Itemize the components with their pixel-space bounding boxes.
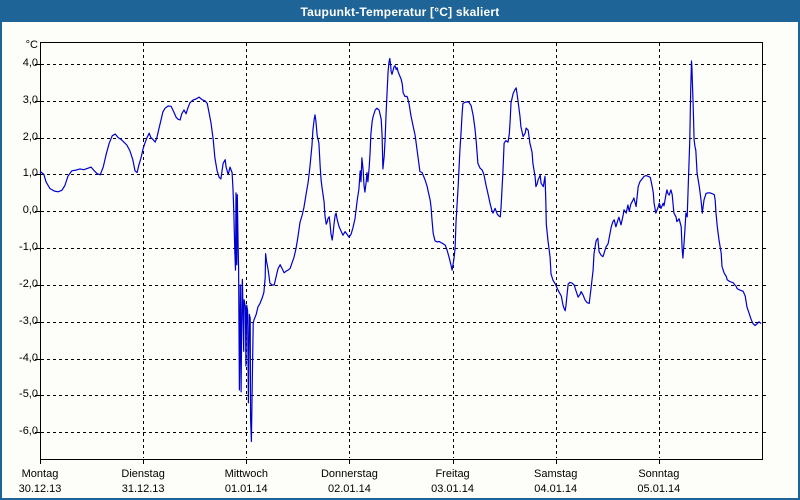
y-tick-label: -6,0 — [19, 425, 38, 438]
y-tick-label: 1,0 — [22, 167, 38, 180]
y-tick-label: 2,0 — [22, 130, 38, 143]
x-day-label: Mittwoch — [224, 468, 268, 480]
title-bar: Taupunkt-Temperatur [°C] skaliert — [2, 2, 798, 22]
y-tick-label: 4,0 — [22, 56, 38, 69]
x-day-label: Freitag — [435, 468, 470, 480]
x-day-label: Samstag — [533, 468, 578, 480]
y-tick-label: -3,0 — [19, 314, 38, 327]
x-date-label: 31.12.13 — [121, 483, 165, 495]
chart-title: Taupunkt-Temperatur [°C] skaliert — [300, 5, 500, 19]
y-tick-label: -5,0 — [19, 388, 38, 401]
x-date-label: 02.01.14 — [328, 483, 371, 495]
y-axis-unit: °C — [25, 39, 38, 51]
plot-frame — [40, 42, 763, 460]
x-day-label: Dienstag — [121, 468, 165, 480]
y-tick-label: -1,0 — [19, 241, 38, 254]
x-day-label: Montag — [21, 468, 59, 480]
x-day-label: Sonntag — [638, 468, 680, 480]
y-tick-label: -4,0 — [19, 351, 38, 364]
x-date-label: 05.01.14 — [637, 483, 681, 495]
x-date-label: 03.01.14 — [431, 483, 474, 495]
x-day-label: Donnerstag — [320, 468, 378, 480]
x-date-label: 04.01.14 — [534, 483, 578, 495]
x-date-label: 01.01.14 — [224, 483, 268, 495]
temperature-line — [39, 57, 762, 443]
y-tick-label: 3,0 — [22, 93, 38, 106]
y-tick-label: 0,0 — [22, 204, 38, 217]
y-tick-label: -2,0 — [19, 277, 38, 290]
x-date-label: 30.12.13 — [18, 483, 62, 495]
